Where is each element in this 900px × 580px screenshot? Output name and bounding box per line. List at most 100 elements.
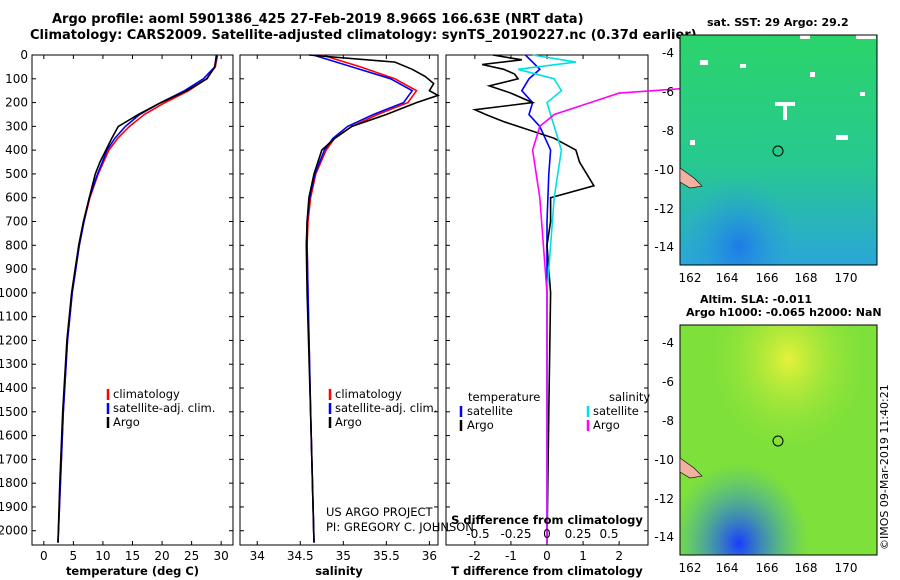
difference-x2-label: S difference from climatology — [451, 513, 643, 527]
salinity-series-argo — [305, 54, 440, 543]
x-tick-label: 25 — [184, 549, 199, 563]
map-y-tick-label: -12 — [654, 202, 674, 216]
sst-island-shape — [679, 167, 703, 189]
x-tick-label: 20 — [154, 549, 169, 563]
map-x-tick-label: 168 — [795, 271, 818, 285]
map-x-tick-label: 166 — [756, 271, 779, 285]
temperature-series-argo — [57, 54, 218, 543]
map-x-tick-label: 170 — [835, 561, 858, 575]
x-tick-label: 15 — [125, 549, 140, 563]
map-x-tick-label: 164 — [716, 271, 739, 285]
sla-island-shape — [679, 457, 703, 479]
legend-label: Argo — [593, 418, 620, 432]
y-tick-label: 700 — [5, 215, 28, 229]
x-tick-label: 2 — [615, 549, 623, 563]
y-tick-label: 1000 — [0, 286, 28, 300]
difference-series-t-satellite — [520, 54, 552, 543]
legend-label: climatology — [113, 387, 180, 401]
map-x-tick-label: 170 — [835, 271, 858, 285]
map-y-tick-label: -4 — [662, 46, 674, 60]
y-tick-label: 1400 — [0, 381, 28, 395]
x-tick-label: 34 — [250, 549, 265, 563]
legend-label: satellite-adj. clim. — [113, 401, 215, 415]
x2-tick-label: 0 — [543, 527, 551, 541]
legend-title-salinity: salinity — [609, 390, 650, 404]
x2-tick-label: -0.5 — [466, 527, 489, 541]
y-tick-label: 2000 — [0, 524, 28, 538]
x-tick-label: 35.5 — [373, 549, 400, 563]
project-annotation: US ARGO PROJECT — [326, 505, 434, 519]
difference-x-label: T difference from climatology — [451, 564, 643, 578]
x2-tick-label: 0.25 — [565, 527, 592, 541]
legend-label: satellite — [467, 404, 513, 418]
difference-series-t-argo — [471, 54, 596, 543]
sst-argo-location-marker — [772, 145, 784, 157]
y-tick-label: 500 — [5, 167, 28, 181]
legend-label: satellite — [593, 404, 639, 418]
x-tick-label: 35 — [336, 549, 351, 563]
x-tick-label: 1 — [579, 549, 587, 563]
legend-label: Argo — [113, 415, 140, 429]
map-y-tick-label: -10 — [654, 453, 674, 467]
y-tick-label: 1700 — [0, 452, 28, 466]
salinity-plot-frame — [239, 54, 439, 546]
sla-map-title: Altim. SLA: -0.011 — [700, 293, 813, 306]
legend-label: climatology — [335, 387, 402, 401]
legend-label: Argo — [335, 415, 362, 429]
map-x-tick-label: 162 — [679, 271, 702, 285]
legend-label: satellite-adj. clim. — [335, 401, 437, 415]
x2-tick-label: -0.25 — [500, 527, 531, 541]
temperature-x-label: temperature (deg C) — [66, 564, 199, 578]
y-tick-label: 200 — [5, 96, 28, 110]
chart-title-line1: Argo profile: aoml 5901386_425 27-Feb-20… — [52, 12, 584, 27]
x-tick-label: 10 — [95, 549, 110, 563]
pi-annotation: PI: GREGORY C. JOHNSON — [326, 520, 474, 534]
map-x-tick-label: 168 — [795, 561, 818, 575]
y-tick-label: 600 — [5, 191, 28, 205]
y-tick-label: 1500 — [0, 405, 28, 419]
y-tick-label: 1800 — [0, 476, 28, 490]
map-y-tick-label: -14 — [654, 240, 674, 254]
map-y-tick-label: -4 — [662, 336, 674, 350]
salinity-x-label: salinity — [315, 564, 363, 578]
map-y-tick-label: -6 — [662, 85, 674, 99]
map-y-tick-label: -6 — [662, 375, 674, 389]
sla-argo-location-marker — [772, 435, 784, 447]
y-tick-label: 1300 — [0, 357, 28, 371]
y-tick-label: 1600 — [0, 429, 28, 443]
temperature-plot-frame — [31, 54, 234, 546]
y-tick-label: 800 — [5, 238, 28, 252]
map-y-tick-label: -14 — [654, 530, 674, 544]
x-tick-label: 0 — [543, 549, 551, 563]
sst-cloud-mask — [690, 35, 876, 145]
x-tick-label: 30 — [214, 549, 229, 563]
y-tick-label: 900 — [5, 262, 28, 276]
map-y-tick-label: -10 — [654, 163, 674, 177]
y-tick-label: 100 — [5, 72, 28, 86]
x2-tick-label: 0.5 — [599, 527, 618, 541]
chart-title-line2: Climatology: CARS2009. Satellite-adjuste… — [30, 28, 697, 43]
x-tick-label: 0 — [40, 549, 48, 563]
map-x-tick-label: 162 — [679, 561, 702, 575]
x-tick-label: 34.5 — [287, 549, 314, 563]
legend-title-temperature: temperature — [468, 390, 540, 404]
map-y-tick-label: -8 — [662, 414, 674, 428]
x-tick-label: 5 — [70, 549, 78, 563]
y-tick-label: 0 — [20, 48, 28, 62]
y-tick-label: 300 — [5, 119, 28, 133]
y-tick-label: 400 — [5, 143, 28, 157]
map-y-tick-label: -8 — [662, 124, 674, 138]
legend-label: Argo — [467, 418, 494, 432]
x-tick-label: 36 — [422, 549, 437, 563]
sla-map-subtitle: Argo h1000: -0.065 h2000: NaN — [686, 306, 882, 319]
sst-map-title: sat. SST: 29 Argo: 29.2 — [707, 16, 849, 29]
x-tick-label: -1 — [505, 549, 517, 563]
y-tick-label: 1100 — [0, 310, 28, 324]
y-tick-label: 1200 — [0, 333, 28, 347]
map-x-tick-label: 164 — [716, 561, 739, 575]
map-x-tick-label: 166 — [756, 561, 779, 575]
y-tick-label: 1900 — [0, 500, 28, 514]
x-tick-label: -2 — [469, 549, 481, 563]
map-y-tick-label: -12 — [654, 492, 674, 506]
